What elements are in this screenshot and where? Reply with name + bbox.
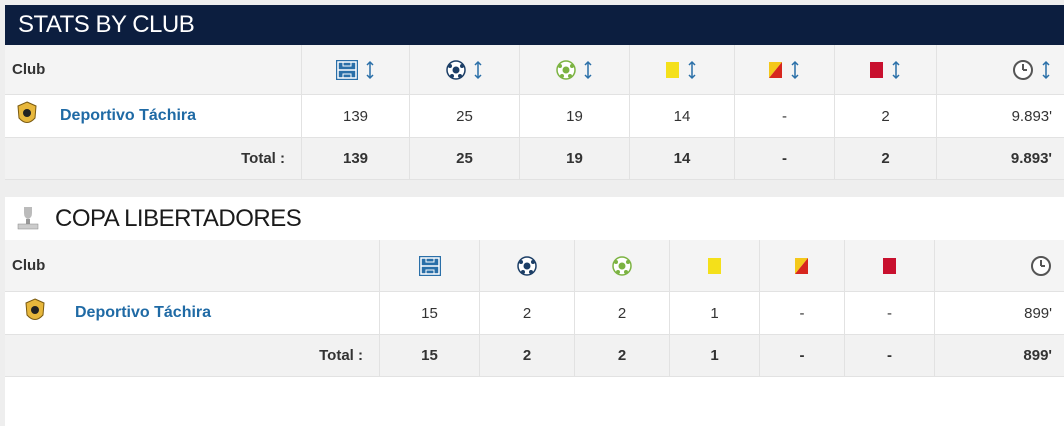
header-stat-icon[interactable] xyxy=(630,45,735,95)
header-stat-icon xyxy=(575,240,670,292)
stat-value: 19 xyxy=(520,95,630,138)
stat-value: - xyxy=(760,292,845,335)
header-stat-icon[interactable] xyxy=(410,45,520,95)
total-value: 14 xyxy=(630,138,735,180)
header-stat-icon xyxy=(380,240,480,292)
stat-value: 2 xyxy=(835,95,937,138)
total-value: 899' xyxy=(935,335,1064,377)
total-label: Total : xyxy=(5,335,380,377)
total-value: 9.893' xyxy=(937,138,1064,180)
stat-value: 2 xyxy=(480,292,575,335)
club-row xyxy=(5,292,380,335)
stat-value: 139 xyxy=(302,95,410,138)
total-value: 2 xyxy=(835,138,937,180)
total-value: - xyxy=(735,138,835,180)
header-stat-icon xyxy=(935,240,1064,292)
header-club: Club xyxy=(5,45,302,95)
section-title: COPA LIBERTADORES xyxy=(5,197,1064,240)
total-value: 15 xyxy=(380,335,480,377)
club-crest xyxy=(25,298,45,324)
club-crest xyxy=(17,101,37,127)
header-stat-icon xyxy=(760,240,845,292)
total-value: 1 xyxy=(670,335,760,377)
total-value: 25 xyxy=(410,138,520,180)
total-value: 139 xyxy=(302,138,410,180)
total-label: Total : xyxy=(5,138,302,180)
stat-value: 25 xyxy=(410,95,520,138)
stat-value: - xyxy=(845,292,935,335)
section-title: STATS BY CLUB xyxy=(5,5,1064,45)
total-value: - xyxy=(760,335,845,377)
total-value: - xyxy=(845,335,935,377)
trophy-icon xyxy=(15,205,41,231)
stat-value: 9.893' xyxy=(937,95,1064,138)
header-stat-icon[interactable] xyxy=(937,45,1064,95)
header-stat-icon xyxy=(670,240,760,292)
stat-value: 899' xyxy=(935,292,1064,335)
club-name[interactable]: Deportivo Táchira xyxy=(60,107,197,124)
header-stat-icon[interactable] xyxy=(302,45,410,95)
stat-value: 15 xyxy=(380,292,480,335)
stat-value: 1 xyxy=(670,292,760,335)
stat-value: 2 xyxy=(575,292,670,335)
total-value: 19 xyxy=(520,138,630,180)
header-stat-icon[interactable] xyxy=(735,45,835,95)
header-club: Club xyxy=(5,240,380,292)
total-value: 2 xyxy=(575,335,670,377)
header-stat-icon[interactable] xyxy=(835,45,937,95)
header-stat-icon[interactable] xyxy=(520,45,630,95)
total-value: 2 xyxy=(480,335,575,377)
stat-value: 14 xyxy=(630,95,735,138)
stat-value: - xyxy=(735,95,835,138)
header-stat-icon xyxy=(480,240,575,292)
header-stat-icon xyxy=(845,240,935,292)
club-name[interactable]: Deportivo Táchira xyxy=(75,304,212,321)
club-row xyxy=(5,95,302,138)
